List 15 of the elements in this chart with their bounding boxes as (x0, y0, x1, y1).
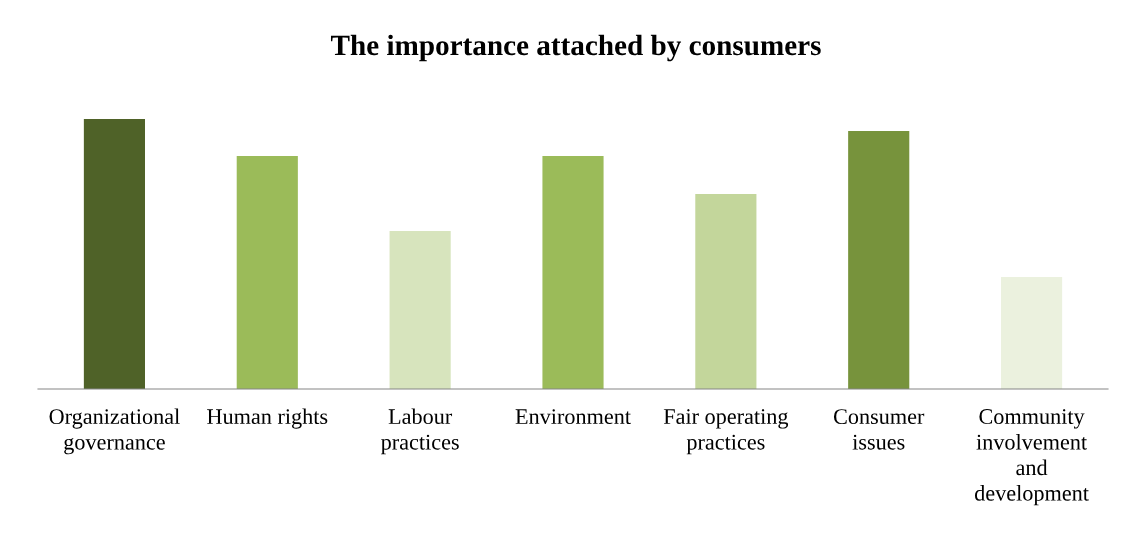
x-tick-label: Consumer issues (833, 409, 925, 450)
x-tick-label: Labour practices (381, 408, 459, 455)
bar (1001, 276, 1063, 389)
bar (83, 119, 145, 389)
bar (389, 231, 451, 389)
bar (695, 194, 757, 389)
bar (542, 155, 604, 389)
x-tick-label: Human rights (207, 408, 328, 429)
x-tick-label: Community involvement and development (974, 409, 1089, 506)
x-tick-label: Fair operating practices (663, 409, 789, 455)
x-tick-label: Organizational governance (49, 408, 180, 455)
x-tick-label: Environment (515, 409, 631, 425)
bar (236, 155, 298, 389)
bar (848, 130, 910, 389)
chart-title: The importance attached by consumers (330, 34, 821, 62)
